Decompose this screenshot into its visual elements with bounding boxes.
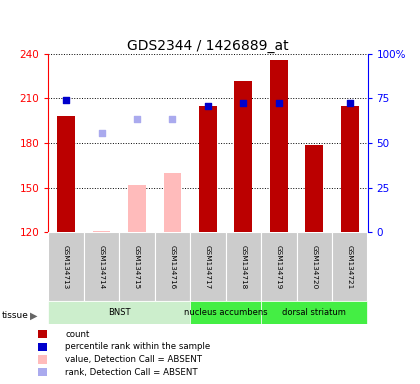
- Point: [240, 100, 247, 106]
- Bar: [128, 185, 146, 232]
- Bar: [261, 232, 297, 301]
- Point: [276, 100, 282, 106]
- Point: [134, 116, 140, 122]
- Bar: [341, 106, 359, 232]
- Point: [63, 97, 69, 103]
- Bar: [48, 301, 190, 324]
- Text: dorsal striatum: dorsal striatum: [282, 308, 346, 318]
- Point: [205, 103, 211, 109]
- Bar: [270, 60, 288, 232]
- Bar: [84, 232, 119, 301]
- Text: GSM134718: GSM134718: [240, 245, 247, 289]
- Text: GSM134721: GSM134721: [347, 245, 353, 289]
- Bar: [93, 231, 110, 232]
- Point: [169, 116, 176, 122]
- Bar: [226, 232, 261, 301]
- Bar: [119, 232, 155, 301]
- Text: tissue: tissue: [2, 311, 29, 320]
- Point: [98, 129, 105, 136]
- Title: GDS2344 / 1426889_at: GDS2344 / 1426889_at: [127, 39, 289, 53]
- Bar: [190, 301, 261, 324]
- Text: GSM134717: GSM134717: [205, 245, 211, 289]
- Bar: [57, 116, 75, 232]
- Bar: [199, 106, 217, 232]
- Text: percentile rank within the sample: percentile rank within the sample: [65, 342, 210, 351]
- Text: count: count: [65, 329, 89, 339]
- Text: ▶: ▶: [30, 311, 38, 321]
- Text: rank, Detection Call = ABSENT: rank, Detection Call = ABSENT: [65, 367, 198, 377]
- Text: nucleus accumbens: nucleus accumbens: [184, 308, 268, 318]
- Text: value, Detection Call = ABSENT: value, Detection Call = ABSENT: [65, 355, 202, 364]
- Bar: [305, 144, 323, 232]
- Text: GSM134719: GSM134719: [276, 245, 282, 289]
- Bar: [190, 232, 226, 301]
- Text: GSM134714: GSM134714: [99, 245, 105, 289]
- Bar: [163, 173, 181, 232]
- Text: GSM134713: GSM134713: [63, 245, 69, 289]
- Text: GSM134716: GSM134716: [169, 245, 176, 289]
- Text: GSM134715: GSM134715: [134, 245, 140, 289]
- Point: [346, 100, 353, 106]
- Bar: [155, 232, 190, 301]
- Bar: [261, 301, 368, 324]
- Bar: [234, 81, 252, 232]
- Bar: [48, 232, 84, 301]
- Text: BNST: BNST: [108, 308, 131, 318]
- Bar: [297, 232, 332, 301]
- Bar: [332, 232, 368, 301]
- Text: GSM134720: GSM134720: [311, 245, 317, 289]
